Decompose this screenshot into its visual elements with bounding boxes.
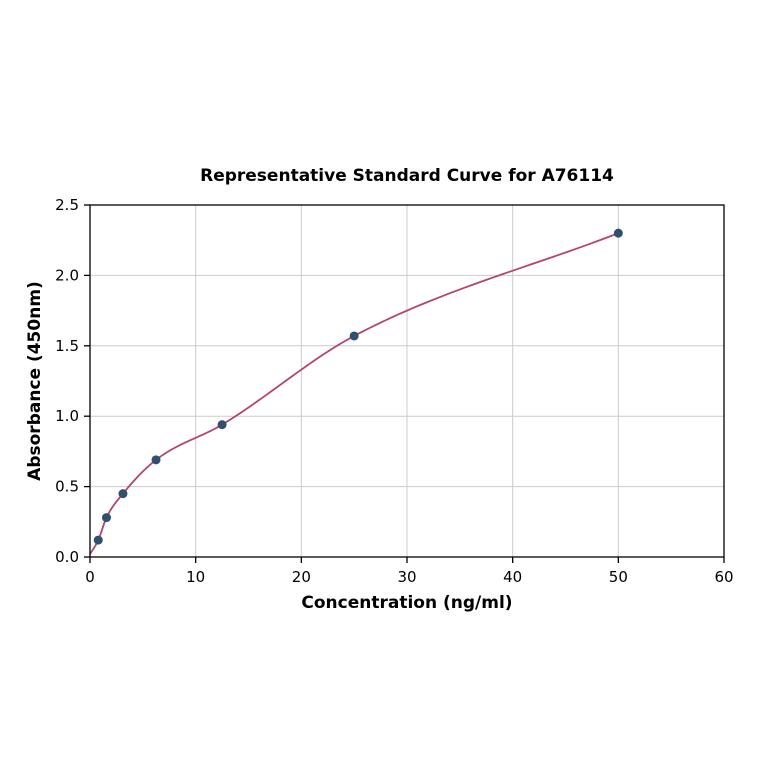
data-point <box>349 331 359 341</box>
x-axis-label: Concentration (ng/ml) <box>301 593 512 613</box>
data-point <box>217 420 227 430</box>
data-point <box>101 513 111 523</box>
plot-area: 0 10 20 30 40 50 60 0.0 0.5 1.0 1.5 2.0 2.5 <box>55 196 733 586</box>
data-point <box>93 535 103 545</box>
y-tick-label: 1.0 <box>55 407 79 425</box>
x-tick-label: 10 <box>186 568 205 586</box>
chart-title: Representative Standard Curve for A76114 <box>200 166 614 186</box>
x-tick-label: 40 <box>503 568 522 586</box>
y-tick-label: 1.5 <box>55 337 79 355</box>
data-point <box>151 455 161 465</box>
data-point <box>118 489 128 499</box>
x-tick-label: 30 <box>397 568 416 586</box>
x-tick-label: 20 <box>292 568 311 586</box>
x-tick-label: 50 <box>609 568 628 586</box>
y-tick-label: 0.5 <box>55 478 79 496</box>
y-axis-label: Absorbance (450nm) <box>25 281 45 481</box>
x-tick-label: 0 <box>85 568 95 586</box>
fit-curve <box>89 232 619 555</box>
y-tick-label: 0.0 <box>55 548 79 566</box>
y-tick-label: 2.5 <box>55 196 79 214</box>
data-point <box>613 228 623 238</box>
y-tick-label: 2.0 <box>55 266 79 284</box>
x-tick-label: 60 <box>714 568 733 586</box>
